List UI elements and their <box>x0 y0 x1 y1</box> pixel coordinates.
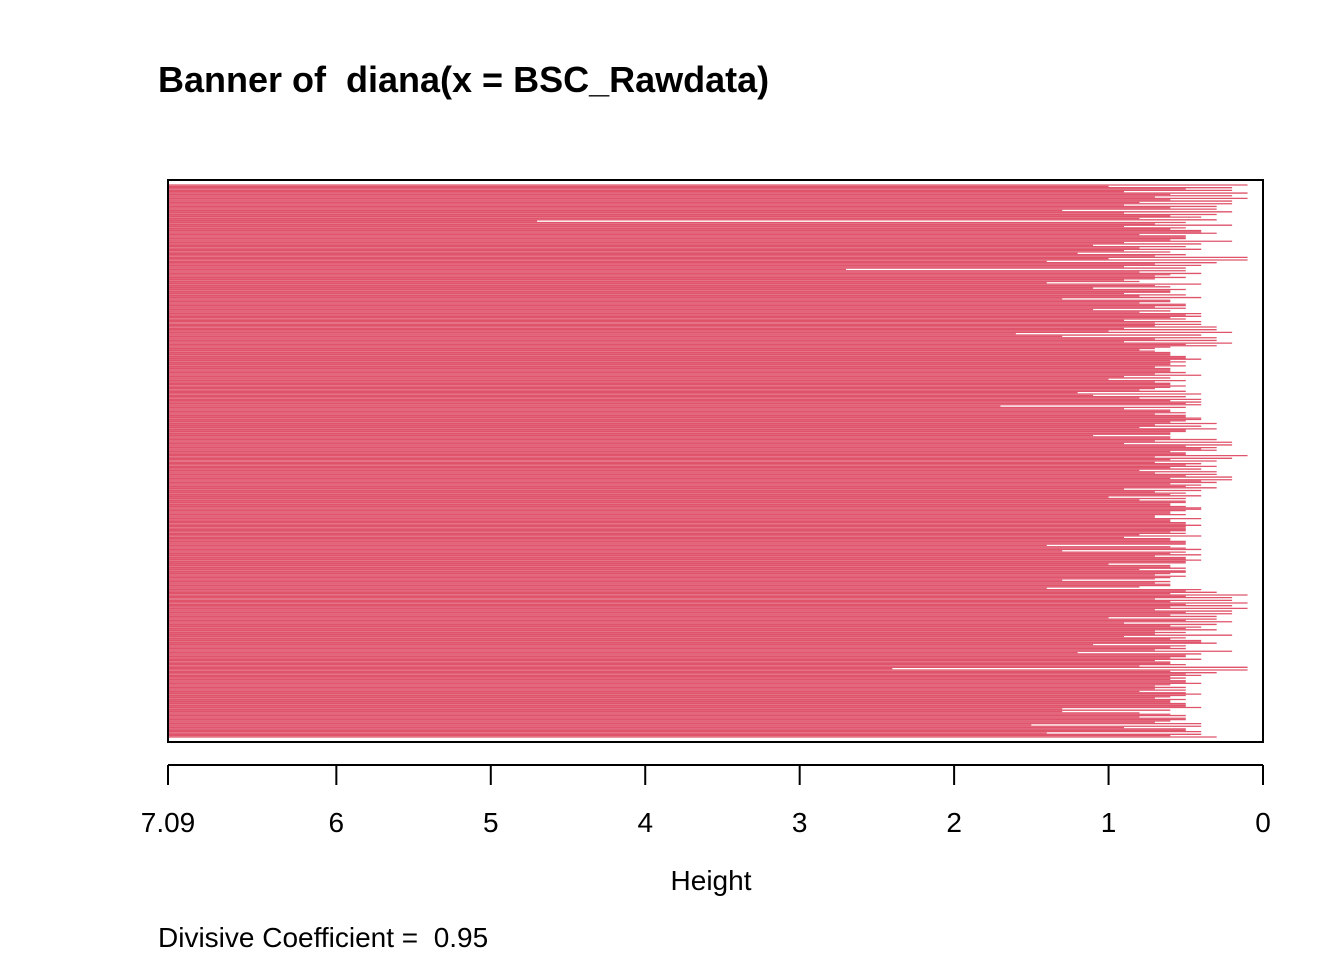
banner-bars <box>168 184 1248 738</box>
x-tick-label: 2 <box>946 807 962 838</box>
x-tick-label: 5 <box>483 807 499 838</box>
x-tick-label: 0 <box>1255 807 1271 838</box>
chart-title: Banner of diana(x = BSC_Rawdata) <box>158 59 769 100</box>
x-tick-label: 3 <box>792 807 808 838</box>
x-tick-label: 6 <box>329 807 345 838</box>
divisive-coefficient-note: Divisive Coefficient = 0.95 <box>158 922 488 953</box>
plot-frame <box>167 179 1264 743</box>
x-tick-label: 4 <box>637 807 653 838</box>
x-tick-label: 1 <box>1101 807 1117 838</box>
x-axis: 7.09 6 5 4 3 2 1 0 <box>141 764 1271 838</box>
x-axis-label: Height <box>671 865 752 896</box>
x-tick-label: 7.09 <box>141 807 196 838</box>
